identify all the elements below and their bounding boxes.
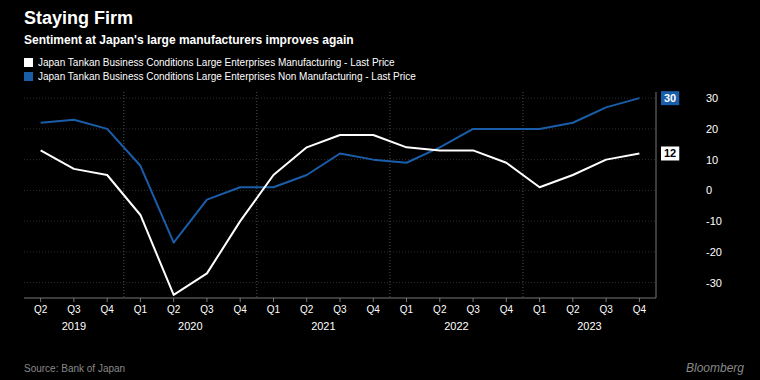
x-tick bbox=[240, 298, 241, 302]
x-tick bbox=[40, 298, 41, 302]
y-axis-line bbox=[656, 92, 657, 298]
grid-line bbox=[24, 98, 656, 99]
x-tick-label: Q3 bbox=[67, 304, 81, 315]
x-tick-label: Q1 bbox=[267, 304, 281, 315]
x-tick-label: Q4 bbox=[633, 304, 647, 315]
year-label: 2021 bbox=[311, 320, 335, 332]
x-tick bbox=[107, 298, 108, 302]
year-separator bbox=[522, 92, 523, 298]
source: Source: Bank of Japan bbox=[24, 363, 125, 374]
x-tick-label: Q4 bbox=[234, 304, 248, 315]
year-separator bbox=[256, 92, 257, 298]
grid-line bbox=[24, 251, 656, 252]
end-label: 12 bbox=[661, 146, 679, 160]
title: Staying Firm bbox=[24, 8, 133, 28]
x-tick bbox=[606, 298, 607, 302]
grid-line bbox=[24, 159, 656, 160]
y-tick-label: 30 bbox=[706, 92, 718, 104]
x-tick bbox=[140, 298, 141, 302]
end-label-text: 30 bbox=[664, 92, 676, 104]
x-tick-label: Q4 bbox=[367, 304, 381, 315]
x-tick bbox=[639, 298, 640, 302]
background bbox=[0, 0, 760, 380]
end-label-box bbox=[661, 146, 679, 160]
subtitle: Sentiment at Japan's large manufacturers… bbox=[24, 33, 354, 47]
x-tick-label: Q2 bbox=[566, 304, 580, 315]
x-tick bbox=[406, 298, 407, 302]
legend: Japan Tankan Business Conditions Large E… bbox=[24, 57, 416, 82]
x-tick-label: Q2 bbox=[300, 304, 314, 315]
y-tick-label: -20 bbox=[706, 246, 722, 258]
x-tick-label: Q3 bbox=[200, 304, 214, 315]
x-tick bbox=[473, 298, 474, 302]
x-tick-label: Q3 bbox=[466, 304, 480, 315]
end-label-text: 12 bbox=[664, 147, 676, 159]
legend-entry: Japan Tankan Business Conditions Large E… bbox=[38, 71, 416, 82]
legend-entry: Japan Tankan Business Conditions Large E… bbox=[38, 57, 395, 68]
x-tick bbox=[506, 298, 507, 302]
series-line bbox=[41, 98, 640, 243]
watermark: Bloomberg bbox=[686, 361, 744, 375]
legend-swatch bbox=[24, 72, 33, 81]
x-tick bbox=[439, 298, 440, 302]
x-tick bbox=[206, 298, 207, 302]
grid-line bbox=[24, 128, 656, 129]
lines bbox=[41, 98, 640, 295]
end-label-box bbox=[661, 91, 679, 105]
x-tick-label: Q4 bbox=[100, 304, 114, 315]
x-tick bbox=[340, 298, 341, 302]
x-tick bbox=[572, 298, 573, 302]
year-label: 2023 bbox=[577, 320, 601, 332]
x-tick bbox=[273, 298, 274, 302]
x-tick bbox=[173, 298, 174, 302]
y-tick-label: 0 bbox=[706, 184, 712, 196]
x-tick-label: Q3 bbox=[599, 304, 613, 315]
year-label: 2019 bbox=[62, 320, 86, 332]
y-tick-label: 10 bbox=[706, 154, 718, 166]
x-tick-label: Q4 bbox=[500, 304, 514, 315]
x-tick-label: Q1 bbox=[400, 304, 414, 315]
x-tick-label: Q2 bbox=[34, 304, 48, 315]
x-tick-label: Q1 bbox=[533, 304, 547, 315]
legend-swatch bbox=[24, 58, 33, 67]
x-tick-label: Q3 bbox=[333, 304, 347, 315]
x-tick-label: Q2 bbox=[433, 304, 447, 315]
year-separator bbox=[389, 92, 390, 298]
y-tick-label: -10 bbox=[706, 215, 722, 227]
end-label: 30 bbox=[661, 91, 679, 105]
y-tick-label: 20 bbox=[706, 123, 718, 135]
y-tick-label: -30 bbox=[706, 277, 722, 289]
x-tick-label: Q2 bbox=[167, 304, 181, 315]
series-line bbox=[41, 135, 640, 295]
x-tick bbox=[539, 298, 540, 302]
x-tick bbox=[73, 298, 74, 302]
year-label: 2022 bbox=[444, 320, 468, 332]
grid-line bbox=[24, 282, 656, 283]
x-tick bbox=[373, 298, 374, 302]
chart: Staying Firm Sentiment at Japan's large m… bbox=[0, 0, 760, 380]
grid-line bbox=[24, 221, 656, 222]
year-label: 2020 bbox=[178, 320, 202, 332]
x-tick-label: Q1 bbox=[134, 304, 148, 315]
x-tick bbox=[306, 298, 307, 302]
